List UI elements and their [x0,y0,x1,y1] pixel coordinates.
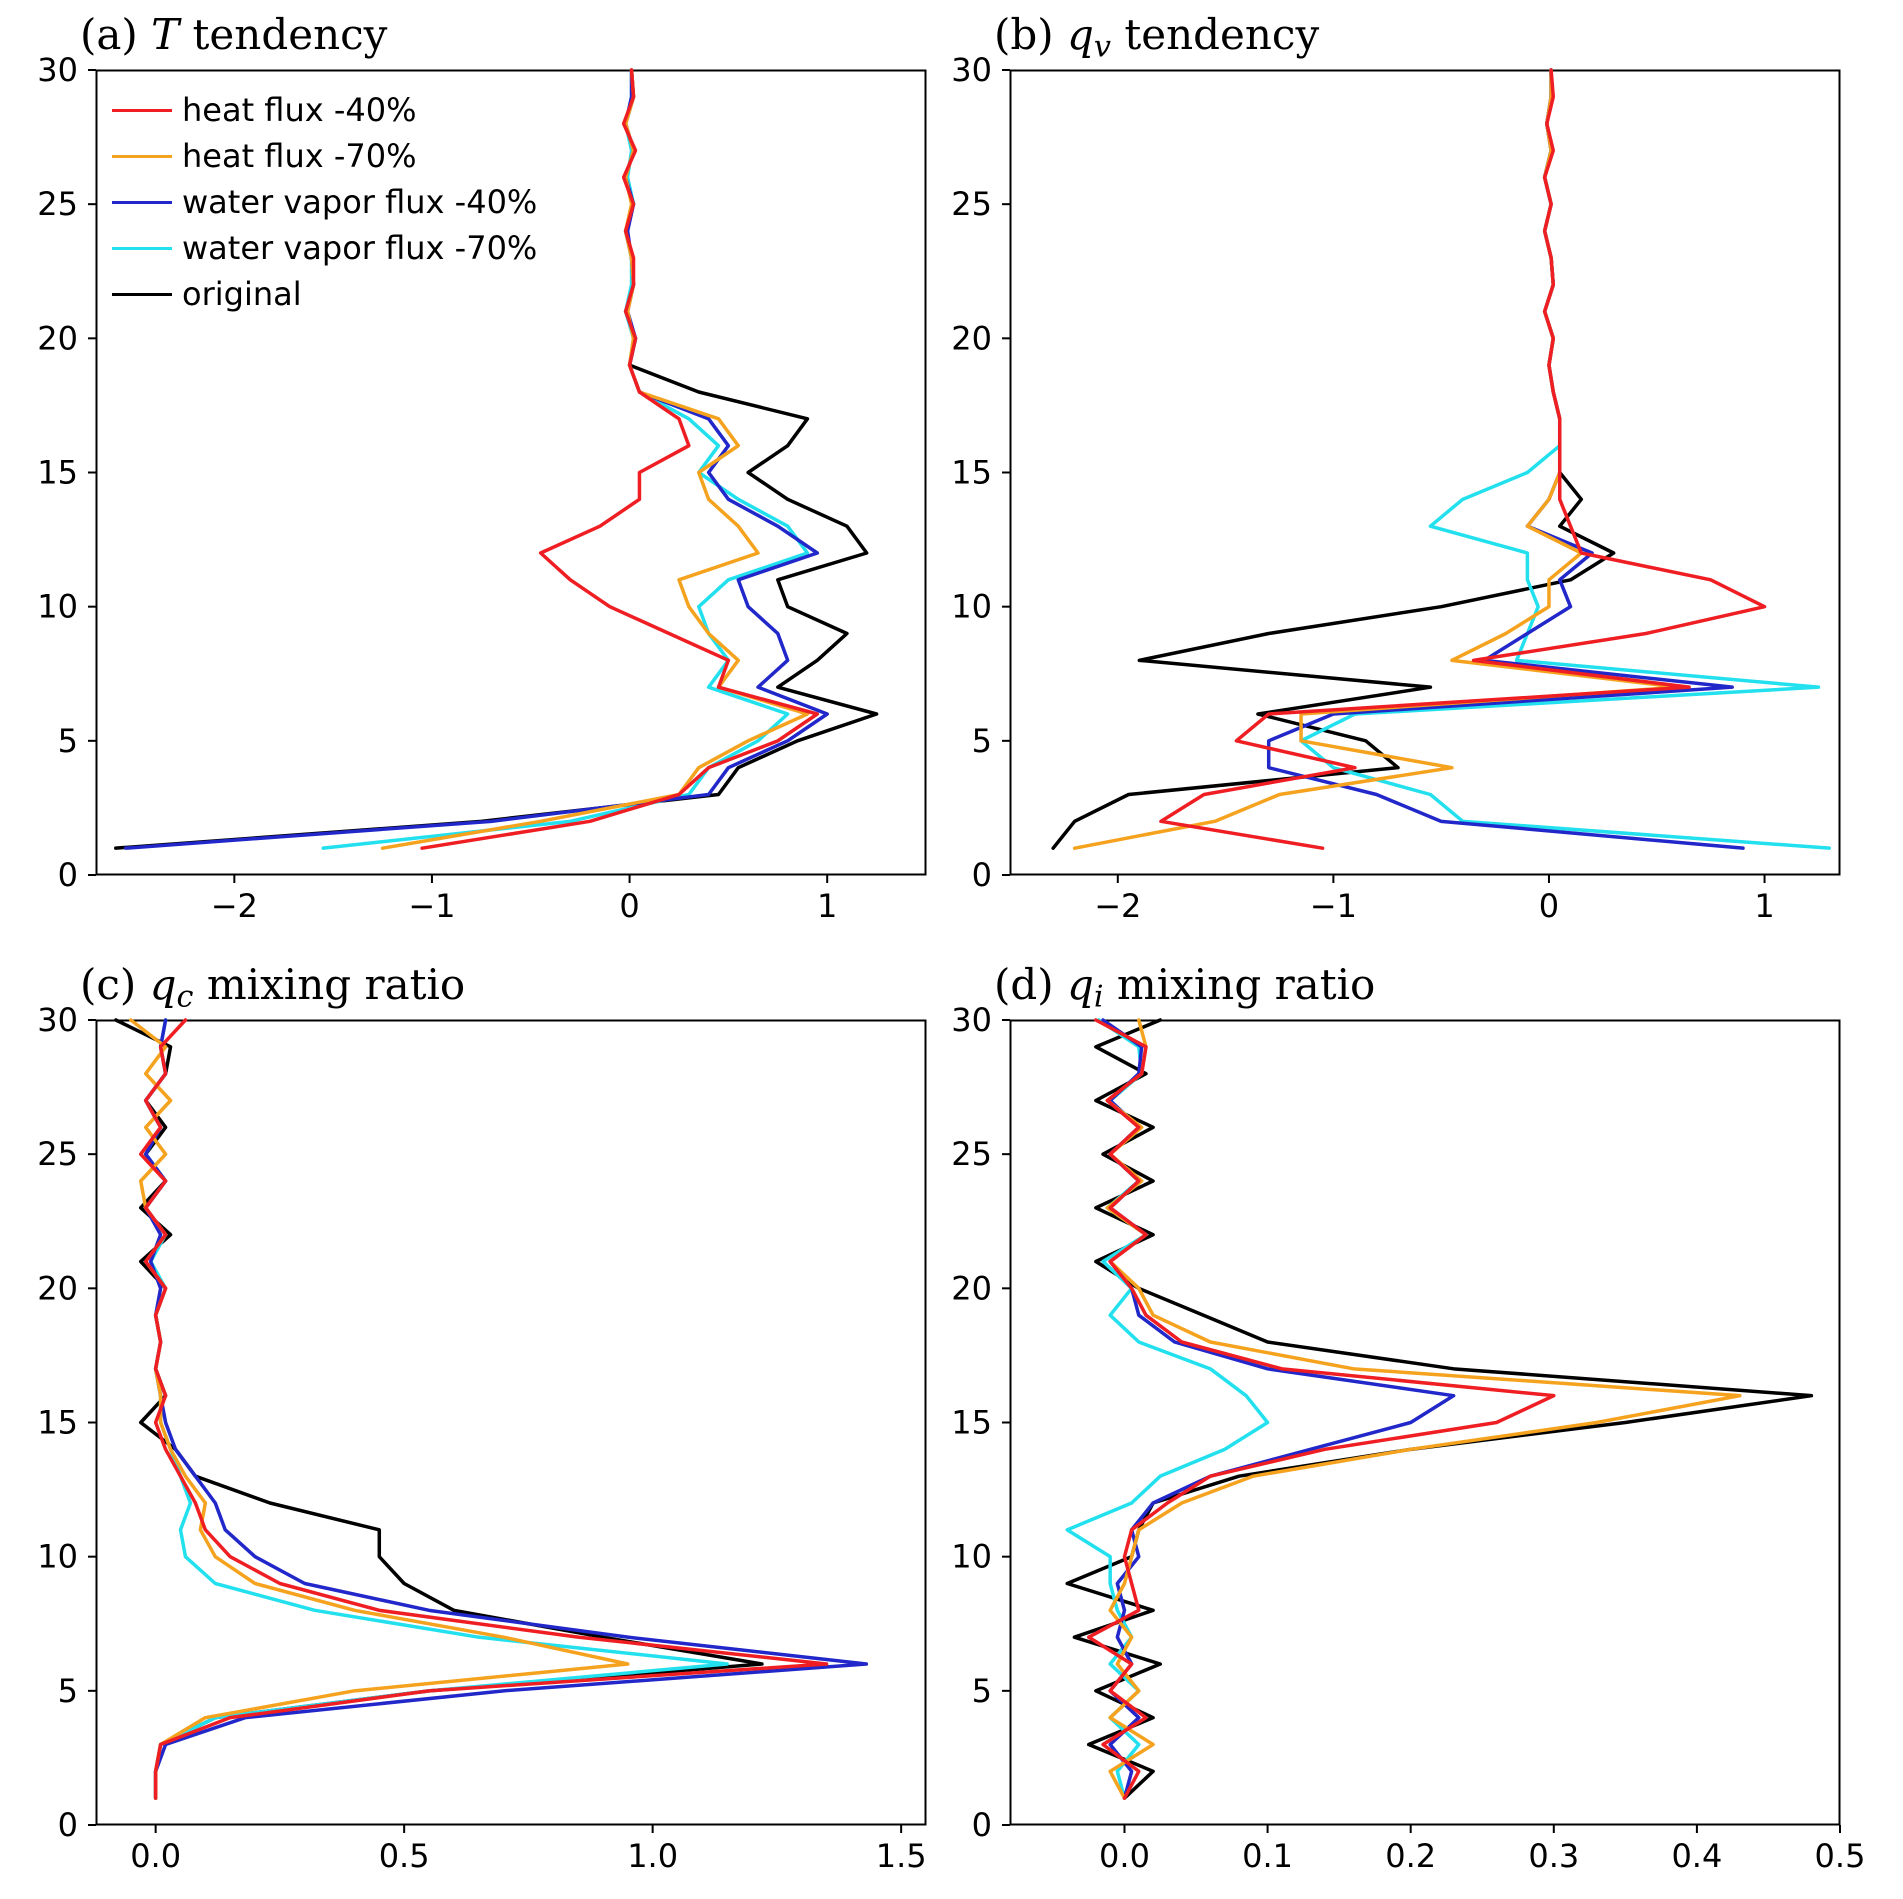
plot-svg: 0.00.10.20.30.40.5051015202530 [1010,1020,1840,1825]
xtick-label: −1 [1310,887,1357,925]
plot-svg: 0.00.51.01.5051015202530 [96,1020,926,1825]
ytick-label: 30 [37,51,78,89]
xtick-label: 0 [619,887,639,925]
legend-label: heat flux -40% [182,91,417,129]
xtick-label: 1.0 [627,1837,678,1875]
legend-row: water vapor flux -40% [112,179,537,225]
series-wv70 [1067,1020,1267,1798]
ytick-label: 5 [58,1672,78,1710]
legend-swatch [112,155,172,158]
xtick-label: 0.5 [379,1837,430,1875]
panel-d: 0.00.10.20.30.40.5051015202530 [1010,1020,1840,1825]
ytick-label: 5 [58,722,78,760]
xtick-label: 0.4 [1671,1837,1722,1875]
series-wv40 [146,1020,867,1798]
ytick-label: 15 [37,454,78,492]
xtick-label: 0.0 [1099,1837,1150,1875]
series-wv70 [1301,70,1829,848]
ytick-label: 10 [951,1538,992,1576]
ytick-label: 15 [951,454,992,492]
xtick-label: −2 [1094,887,1141,925]
legend-label: heat flux -70% [182,137,417,175]
legend-row: heat flux -70% [112,133,537,179]
panel-title-b: (b) qv tendency [994,14,1319,63]
ytick-label: 25 [951,185,992,223]
xtick-label: −1 [408,887,455,925]
ytick-label: 25 [951,1135,992,1173]
panel-title-a: (a) T tendency [80,14,387,56]
series-wv40 [1269,70,1743,848]
ytick-label: 5 [972,722,992,760]
series-orig [1053,70,1614,848]
ytick-label: 5 [972,1672,992,1710]
xtick-label: −2 [211,887,258,925]
xtick-label: 0.0 [130,1837,181,1875]
axes-frame [1011,1021,1840,1825]
series-wv40 [1103,1020,1454,1798]
legend-row: original [112,271,537,317]
ytick-label: 30 [37,1001,78,1039]
series-hf40 [141,1020,827,1798]
ytick-label: 20 [951,1269,992,1307]
axes-frame [1011,71,1840,875]
panel-title-c: (c) qc mixing ratio [80,964,465,1013]
axes-frame [97,1021,926,1825]
series-hf70 [1107,1020,1740,1798]
ytick-label: 10 [37,588,78,626]
series-orig [1067,1020,1811,1798]
series-hf40 [1089,1020,1554,1798]
figure-root: −2−101051015202530(a) T tendency−2−10105… [0,0,1903,1899]
xtick-label: 1 [1754,887,1774,925]
ytick-label: 0 [58,1806,78,1844]
ytick-label: 0 [58,856,78,894]
xtick-label: 1 [817,887,837,925]
xtick-label: 1.5 [876,1837,927,1875]
ytick-label: 30 [951,1001,992,1039]
legend-label: original [182,275,302,313]
plot-svg: −2−101051015202530 [1010,70,1840,875]
legend-label: water vapor flux -40% [182,183,537,221]
ytick-label: 15 [37,1404,78,1442]
xtick-label: 0 [1539,887,1559,925]
ytick-label: 20 [37,319,78,357]
xtick-label: 0.5 [1815,1837,1866,1875]
legend-swatch [112,293,172,296]
xtick-label: 0.2 [1385,1837,1436,1875]
ytick-label: 10 [951,588,992,626]
ytick-label: 15 [951,1404,992,1442]
ytick-label: 30 [951,51,992,89]
ytick-label: 20 [951,319,992,357]
panel-c: 0.00.51.01.5051015202530 [96,1020,926,1825]
ytick-label: 0 [972,1806,992,1844]
legend-swatch [112,247,172,250]
series-hf40 [1161,70,1765,848]
ytick-label: 20 [37,1269,78,1307]
ytick-label: 10 [37,1538,78,1576]
ytick-label: 0 [972,856,992,894]
panel-title-d: (d) qi mixing ratio [994,964,1375,1013]
ytick-label: 25 [37,1135,78,1173]
panel-b: −2−101051015202530 [1010,70,1840,875]
ytick-label: 25 [37,185,78,223]
xtick-label: 0.3 [1528,1837,1579,1875]
series-hf70 [1075,70,1679,848]
legend-row: water vapor flux -70% [112,225,537,271]
legend: heat flux -40% heat flux -70% water vapor … [112,87,537,317]
legend-swatch [112,109,172,112]
legend-swatch [112,201,172,204]
legend-row: heat flux -40% [112,87,537,133]
xtick-label: 0.1 [1242,1837,1293,1875]
legend-label: water vapor flux -70% [182,229,537,267]
